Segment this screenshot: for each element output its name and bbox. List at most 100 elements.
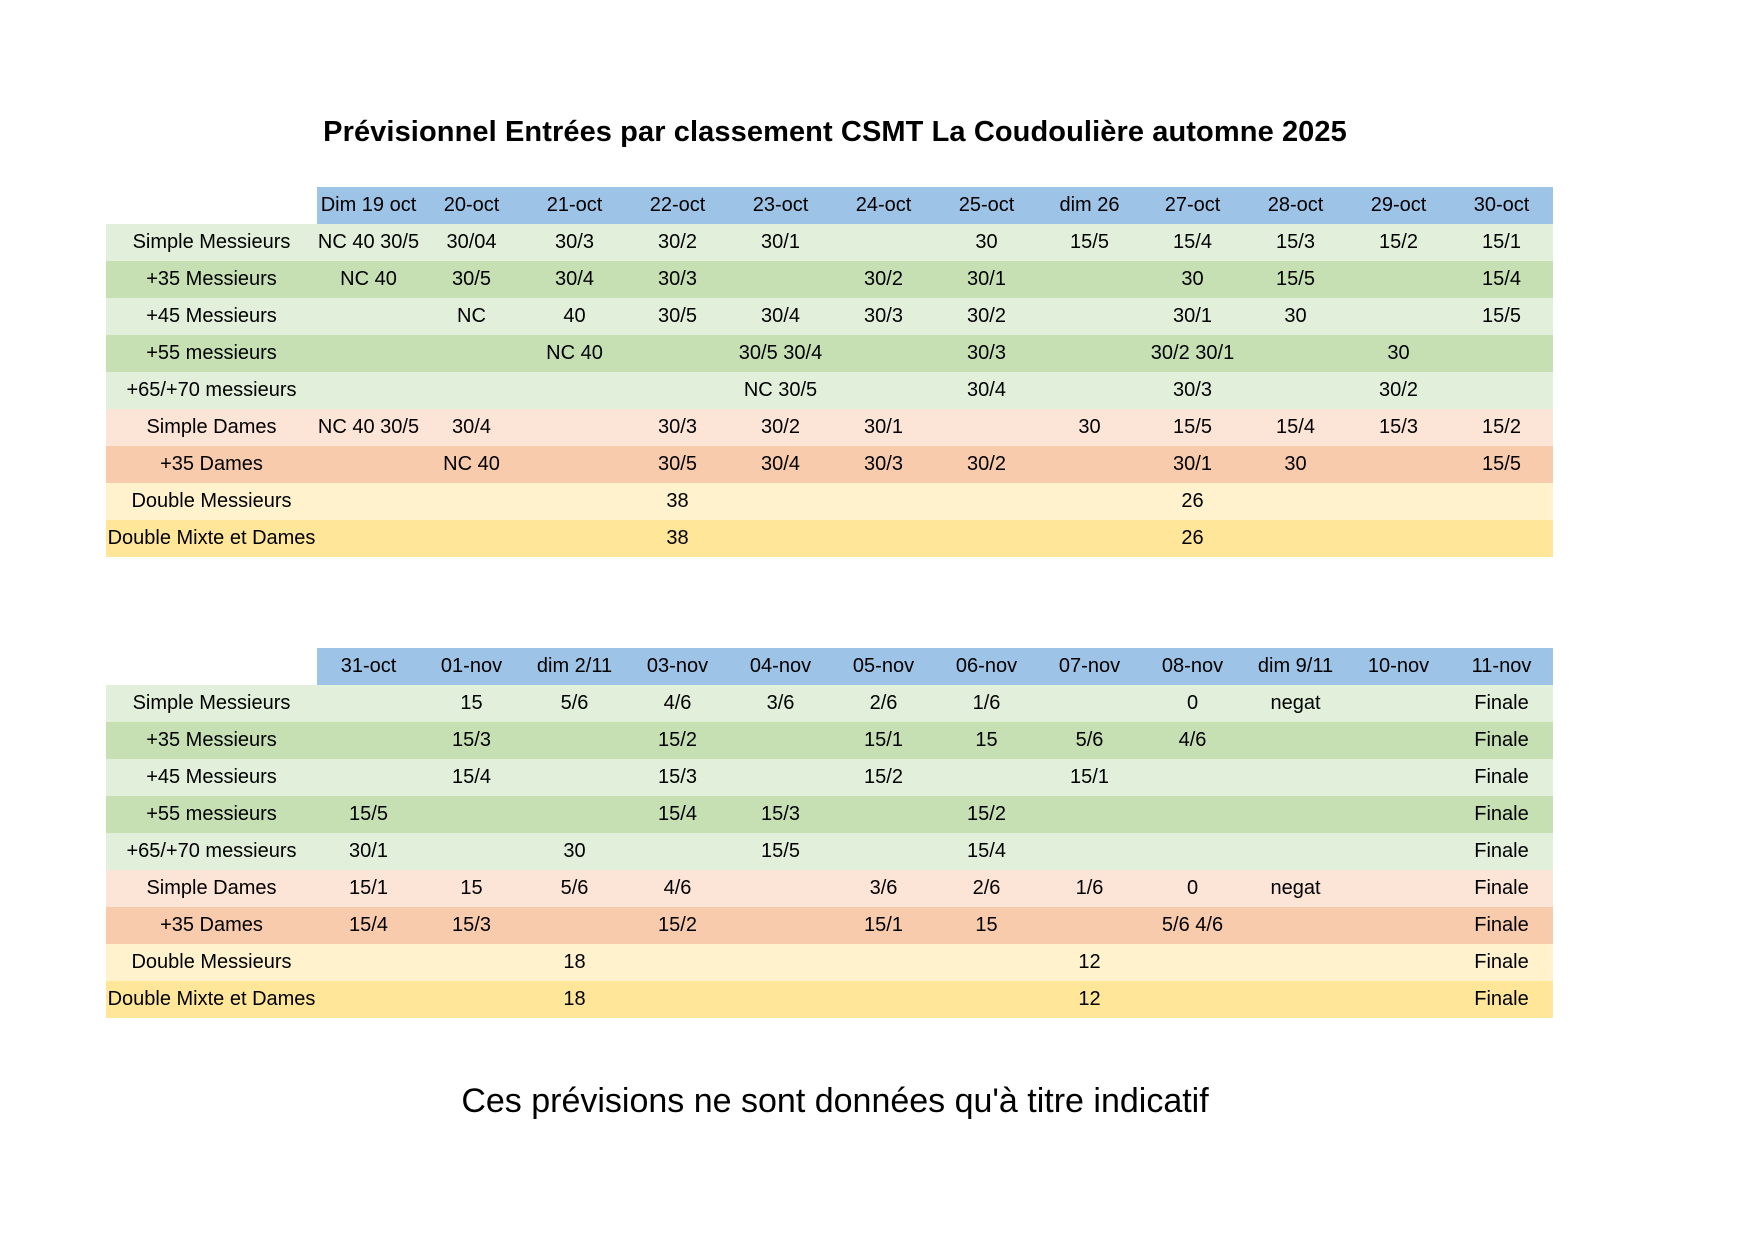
- ranking-cell: NC 40 30/5: [317, 224, 420, 261]
- ranking-cell: [317, 722, 420, 759]
- ranking-cell: [729, 981, 832, 1018]
- ranking-cell: NC 40: [523, 335, 626, 372]
- ranking-cell: 30/5: [626, 298, 729, 335]
- date-header: Dim 19 oct: [317, 187, 420, 224]
- ranking-cell: 30/2: [729, 409, 832, 446]
- category-label: +55 messieurs: [106, 335, 317, 372]
- ranking-cell: 30/3: [832, 298, 935, 335]
- ranking-cell: 15/3: [626, 759, 729, 796]
- ranking-cell: 15/3: [420, 722, 523, 759]
- ranking-cell: 30/3: [523, 224, 626, 261]
- ranking-cell: [1244, 335, 1347, 372]
- category-row: Simple Dames NC 40 30/5 30/4 30/3 30/2 30/1 30…: [106, 409, 1553, 446]
- ranking-cell: 15/5: [1244, 261, 1347, 298]
- ranking-cell: [729, 759, 832, 796]
- date-header: 03-nov: [626, 648, 729, 685]
- ranking-cell: [317, 944, 420, 981]
- category-row: Double Messieurs 18 12 Finale: [106, 944, 1553, 981]
- schedule-table-october: Dim 19 oct 20-oct 21-oct 22-oct 23-oct 24-oct…: [106, 187, 1553, 557]
- ranking-cell: 26: [1141, 483, 1244, 520]
- ranking-cell: [832, 796, 935, 833]
- ranking-cell: [1038, 446, 1141, 483]
- ranking-cell: 1/6: [1038, 870, 1141, 907]
- category-row: +35 Messieurs 15/3 15/2 15/1 15 5/6 4/6 Finale: [106, 722, 1553, 759]
- ranking-cell: [420, 335, 523, 372]
- ranking-cell: [729, 520, 832, 557]
- ranking-cell: 15/4: [1141, 224, 1244, 261]
- header-corner: [106, 187, 317, 224]
- ranking-cell: [317, 483, 420, 520]
- ranking-cell: [729, 261, 832, 298]
- ranking-cell: 15/4: [317, 907, 420, 944]
- ranking-cell: [1244, 907, 1347, 944]
- ranking-cell: 30/5: [626, 446, 729, 483]
- ranking-cell: [626, 833, 729, 870]
- ranking-cell: 15/4: [626, 796, 729, 833]
- ranking-cell: [935, 520, 1038, 557]
- date-header: dim 9/11: [1244, 648, 1347, 685]
- ranking-cell: [832, 520, 935, 557]
- category-row: +55 messieurs 15/5 15/4 15/3 15/2 Finale: [106, 796, 1553, 833]
- category-label: +55 messieurs: [106, 796, 317, 833]
- ranking-cell: [1347, 722, 1450, 759]
- ranking-cell: 15/3: [420, 907, 523, 944]
- date-header: 21-oct: [523, 187, 626, 224]
- ranking-cell: Finale: [1450, 870, 1553, 907]
- ranking-cell: [1347, 520, 1450, 557]
- date-header: 05-nov: [832, 648, 935, 685]
- ranking-cell: 15/5: [1450, 446, 1553, 483]
- ranking-cell: 30/4: [729, 446, 832, 483]
- ranking-cell: [420, 944, 523, 981]
- ranking-cell: 30: [1141, 261, 1244, 298]
- ranking-cell: [1347, 944, 1450, 981]
- ranking-cell: Finale: [1450, 722, 1553, 759]
- ranking-cell: [1450, 335, 1553, 372]
- date-header-row: 31-oct 01-nov dim 2/11 03-nov 04-nov 05-nov 06…: [106, 648, 1553, 685]
- category-row: Double Mixte et Dames 38 26: [106, 520, 1553, 557]
- category-row: +65/+70 messieurs NC 30/5 30/4 30/3 30/2: [106, 372, 1553, 409]
- ranking-cell: 15/2: [626, 722, 729, 759]
- ranking-cell: [1038, 298, 1141, 335]
- ranking-cell: [523, 722, 626, 759]
- ranking-cell: 30/2: [935, 446, 1038, 483]
- ranking-cell: [1450, 483, 1553, 520]
- date-header: 30-oct: [1450, 187, 1553, 224]
- category-label: +45 Messieurs: [106, 759, 317, 796]
- page-title: Prévisionnel Entrées par classement CSMT…: [323, 116, 1347, 148]
- ranking-cell: 30/5: [420, 261, 523, 298]
- ranking-cell: [1244, 796, 1347, 833]
- ranking-cell: 30/2 30/1: [1141, 335, 1244, 372]
- date-header: 10-nov: [1347, 648, 1450, 685]
- date-header: 31-oct: [317, 648, 420, 685]
- ranking-cell: [1244, 483, 1347, 520]
- ranking-cell: 15/1: [832, 722, 935, 759]
- ranking-cell: [1038, 796, 1141, 833]
- date-header: 23-oct: [729, 187, 832, 224]
- ranking-cell: 38: [626, 520, 729, 557]
- date-header: 25-oct: [935, 187, 1038, 224]
- ranking-cell: 15/4: [1450, 261, 1553, 298]
- ranking-cell: [1347, 833, 1450, 870]
- ranking-cell: [1038, 261, 1141, 298]
- schedule-table-november: 31-oct 01-nov dim 2/11 03-nov 04-nov 05-nov 06…: [106, 648, 1553, 1018]
- ranking-cell: 30: [1347, 335, 1450, 372]
- ranking-cell: [317, 335, 420, 372]
- ranking-cell: 30/2: [935, 298, 1038, 335]
- ranking-cell: [317, 520, 420, 557]
- ranking-cell: [832, 944, 935, 981]
- ranking-cell: [420, 981, 523, 1018]
- ranking-cell: 5/6: [523, 870, 626, 907]
- ranking-cell: 15/2: [935, 796, 1038, 833]
- ranking-cell: 30/2: [626, 224, 729, 261]
- category-label: +35 Messieurs: [106, 261, 317, 298]
- ranking-cell: 5/6: [523, 685, 626, 722]
- ranking-cell: Finale: [1450, 907, 1553, 944]
- category-label: Simple Messieurs: [106, 224, 317, 261]
- ranking-cell: 15/5: [1038, 224, 1141, 261]
- ranking-cell: 30/1: [1141, 298, 1244, 335]
- ranking-cell: [1141, 796, 1244, 833]
- category-label: Double Messieurs: [106, 944, 317, 981]
- date-header: 24-oct: [832, 187, 935, 224]
- ranking-cell: [1244, 944, 1347, 981]
- ranking-cell: 30/1: [729, 224, 832, 261]
